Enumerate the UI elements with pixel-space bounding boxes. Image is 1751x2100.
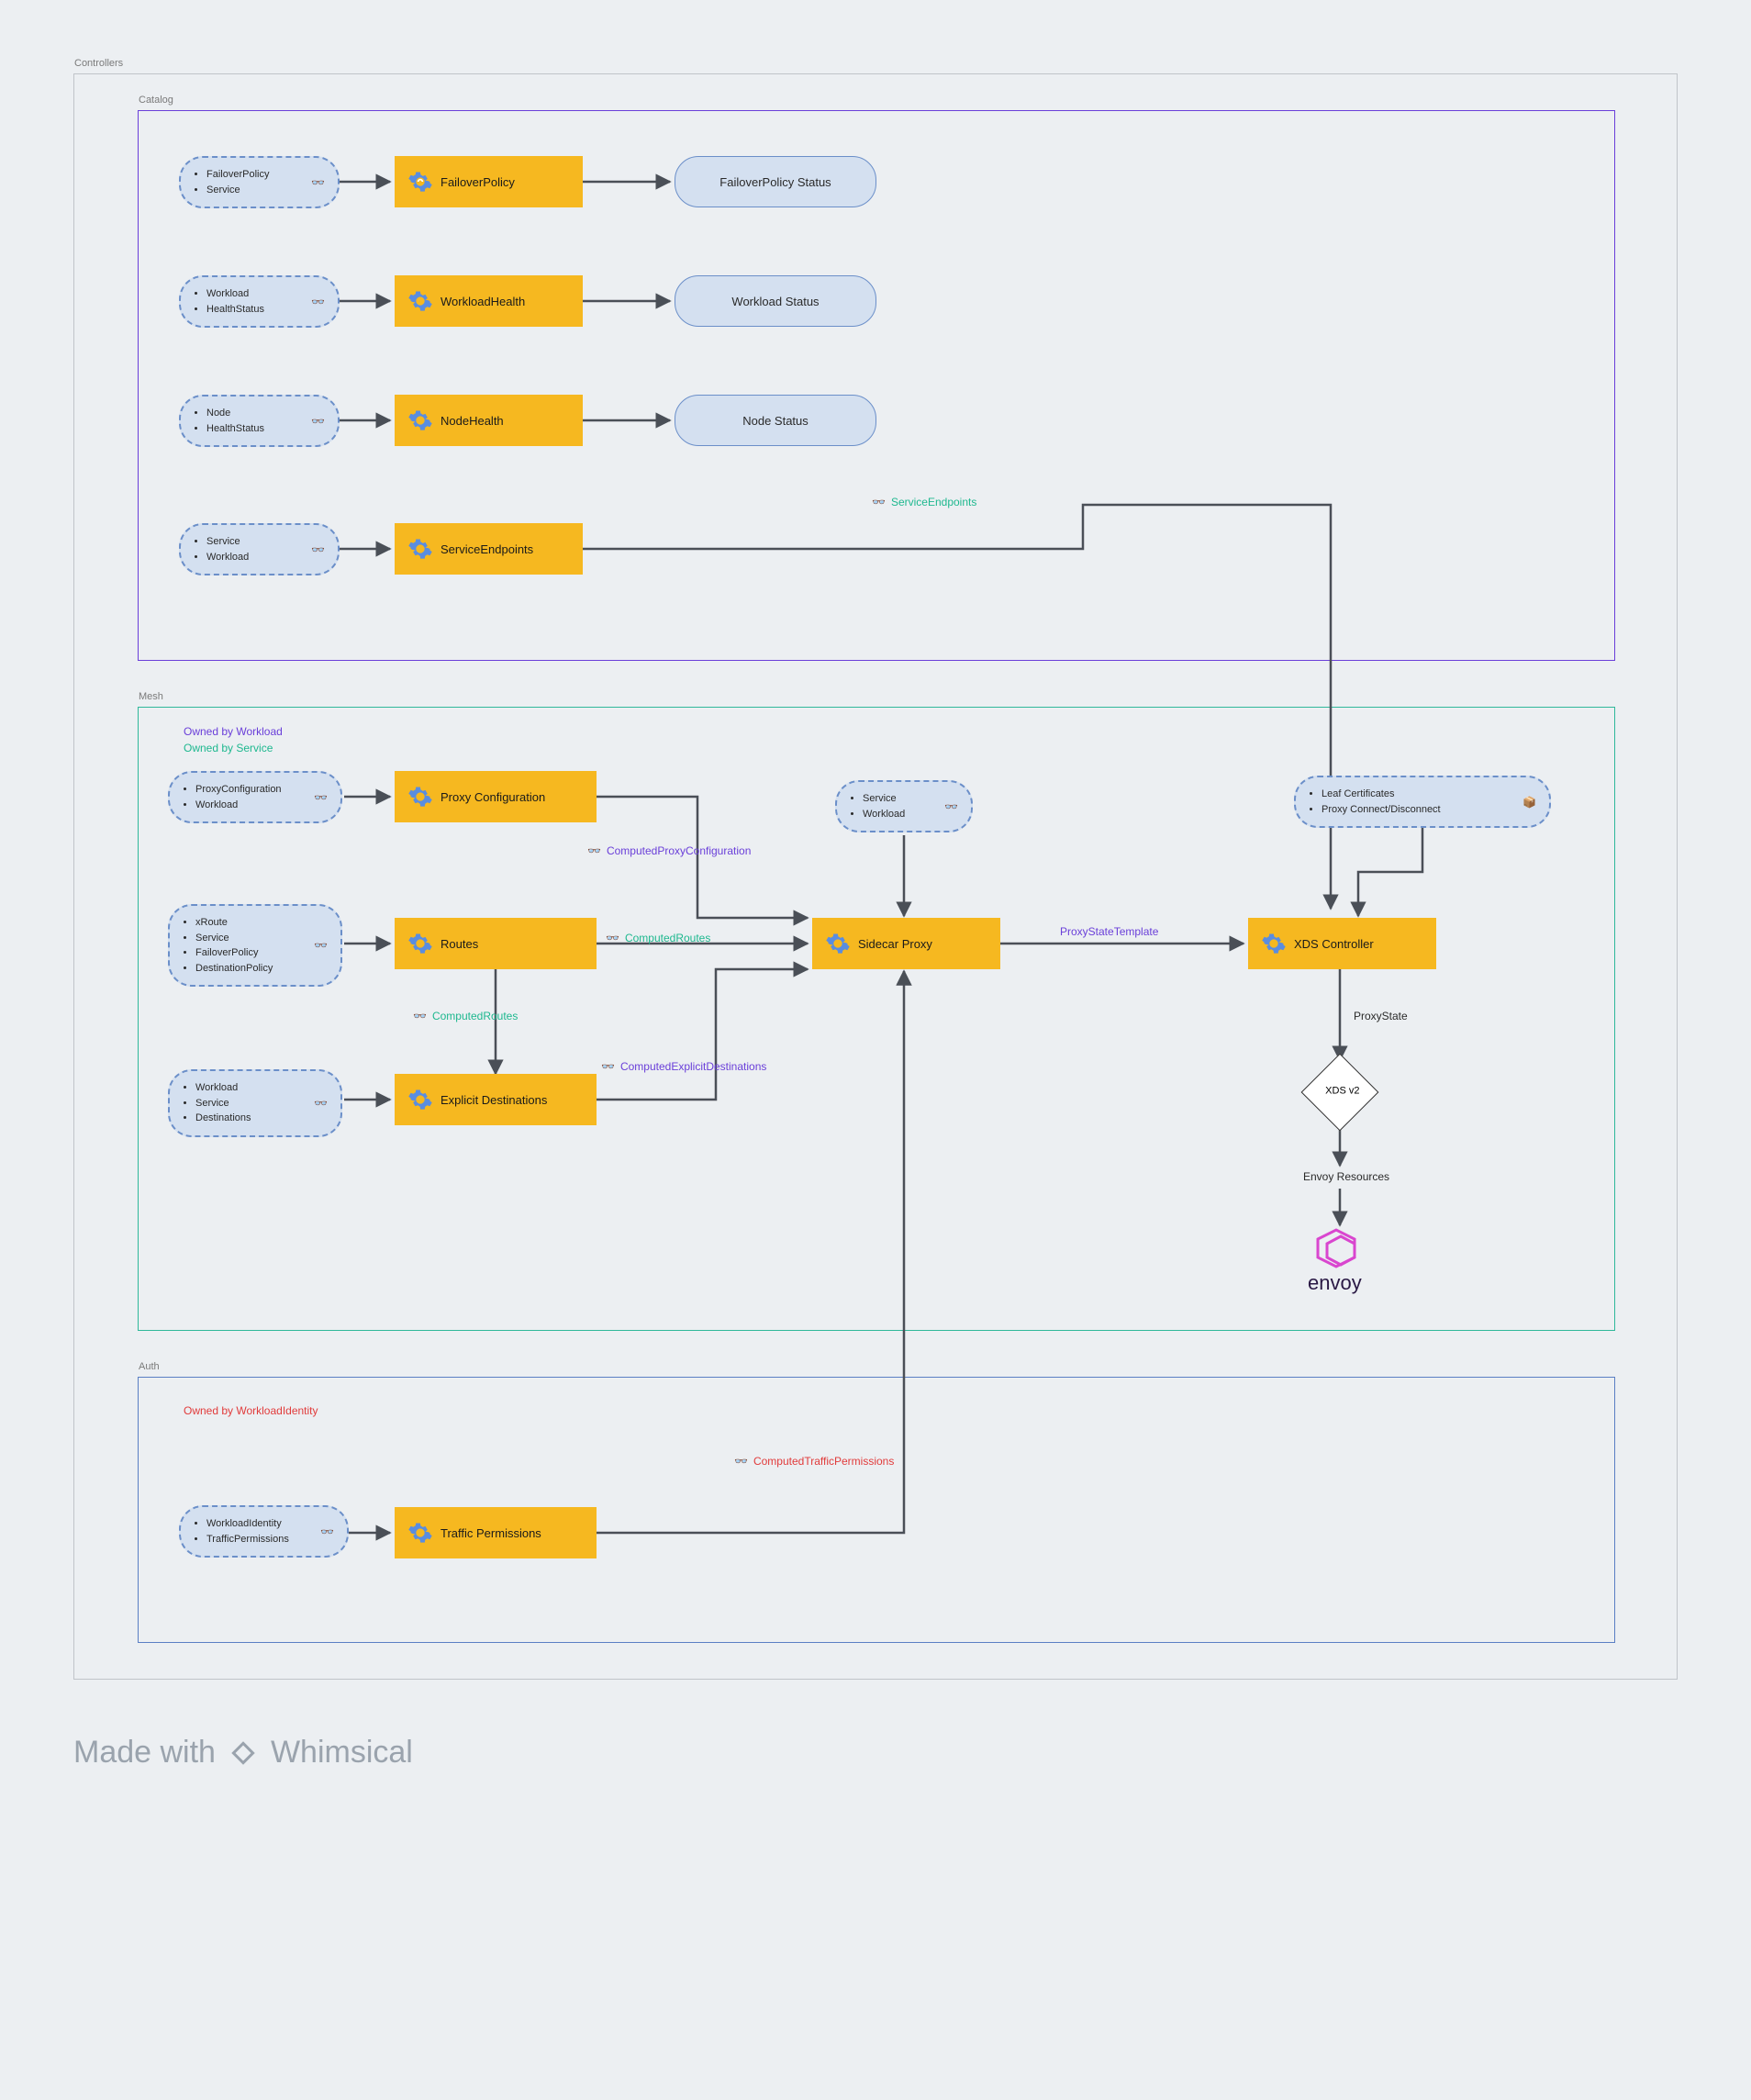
status-node: Node Status [675,395,876,446]
controller-xds: XDS Controller [1248,918,1436,969]
glasses-icon: 👓 [872,496,886,508]
glasses-icon: 👓 [587,844,601,857]
glasses-icon: 👓 [311,543,325,556]
controller-workloadhealth: WorkloadHealth [395,275,583,327]
diagram-canvas: Controllers Catalog Mesh Auth [73,73,1678,1817]
glasses-icon: 👓 [311,415,325,428]
controller-serviceendpoints: ServiceEndpoints [395,523,583,575]
label-proxystate: ProxyState [1354,1010,1408,1022]
gear-icon [407,288,433,314]
controller-failoverpolicy: FailoverPolicy [395,156,583,207]
group-controllers-label: Controllers [74,58,123,69]
glasses-icon: 👓 [314,1097,328,1110]
controller-label: WorkloadHealth [441,295,525,308]
envoy-label: envoy [1308,1271,1362,1295]
controller-label: Traffic Permissions [441,1526,541,1540]
bubble-xds: Leaf CertificatesProxy Connect/Disconnec… [1294,776,1551,828]
group-catalog-label: Catalog [139,95,173,106]
controller-sidecar: Sidecar Proxy [812,918,1000,969]
bubble-nodehealth: NodeHealthStatus 👓 [179,395,340,447]
legend-workload: Owned by Workload [184,725,283,738]
bubble-sidecar: ServiceWorkload 👓 [835,780,973,832]
glasses-icon: 👓 [734,1455,748,1468]
glasses-icon: 👓 [320,1525,334,1538]
controller-label: Proxy Configuration [441,790,545,804]
bubble-failoverpolicy: FailoverPolicyService 👓 [179,156,340,208]
gear-icon [407,784,433,810]
status-failoverpolicy: FailoverPolicy Status [675,156,876,207]
glasses-icon: 👓 [606,932,619,944]
gear-icon [407,169,433,195]
whimsical-icon [227,1737,260,1770]
controller-nodehealth: NodeHealth [395,395,583,446]
controller-routes: Routes [395,918,597,969]
controller-trafficperms: Traffic Permissions [395,1507,597,1558]
glasses-icon: 👓 [314,791,328,804]
controller-label: Sidecar Proxy [858,937,932,951]
controller-proxyconfig: Proxy Configuration [395,771,597,822]
legend-workloadidentity: Owned by WorkloadIdentity [184,1404,318,1417]
gear-icon [407,408,433,433]
glasses-icon: 👓 [944,800,958,813]
label-cpc: 👓ComputedProxyConfiguration [587,844,751,857]
gear-icon [407,1520,433,1546]
controller-label: Routes [441,937,478,951]
bubble-trafficperms: WorkloadIdentityTrafficPermissions 👓 [179,1505,349,1558]
group-catalog: Catalog [138,110,1615,661]
glasses-icon: 👓 [601,1060,615,1073]
bubble-serviceendpoints: ServiceWorkload 👓 [179,523,340,575]
label-pst: ProxyStateTemplate [1060,925,1158,938]
gear-icon [407,536,433,562]
gear-icon [407,1087,433,1112]
glasses-icon: 👓 [311,176,325,189]
label-ced: 👓ComputedExplicitDestinations [601,1060,766,1073]
bubble-proxyconfig: ProxyConfigurationWorkload 👓 [168,771,342,823]
controller-label: ServiceEndpoints [441,542,533,556]
status-workload: Workload Status [675,275,876,327]
glasses-icon: 👓 [413,1010,427,1022]
footer: Made with Whimsical [73,1735,413,1770]
envoy-icon [1310,1225,1366,1271]
group-mesh-label: Mesh [139,691,163,702]
bubble-routes: xRouteServiceFailoverPolicyDestinationPo… [168,904,342,987]
gear-icon [1261,931,1287,956]
label-serviceendpoints: 👓 ServiceEndpoints [872,496,976,508]
bubble-workloadhealth: WorkloadHealthStatus 👓 [179,275,340,328]
group-auth-label: Auth [139,1361,160,1372]
box-icon: 📦 [1522,796,1536,809]
controller-label: Explicit Destinations [441,1093,547,1107]
controller-label: NodeHealth [441,414,504,428]
label-cr1: 👓ComputedRoutes [606,932,710,944]
controller-label: XDS Controller [1294,937,1374,951]
label-envoy-resources: Envoy Resources [1303,1170,1389,1183]
group-auth: Auth [138,1377,1615,1643]
label-cr2: 👓ComputedRoutes [413,1010,518,1022]
label-ctp: 👓ComputedTrafficPermissions [734,1455,894,1468]
bubble-expdest: WorkloadServiceDestinations 👓 [168,1069,342,1137]
gear-icon [825,931,851,956]
controller-label: FailoverPolicy [441,175,515,189]
legend-service: Owned by Service [184,742,273,754]
gear-icon [407,931,433,956]
glasses-icon: 👓 [311,296,325,308]
glasses-icon: 👓 [314,939,328,952]
controller-expdest: Explicit Destinations [395,1074,597,1125]
